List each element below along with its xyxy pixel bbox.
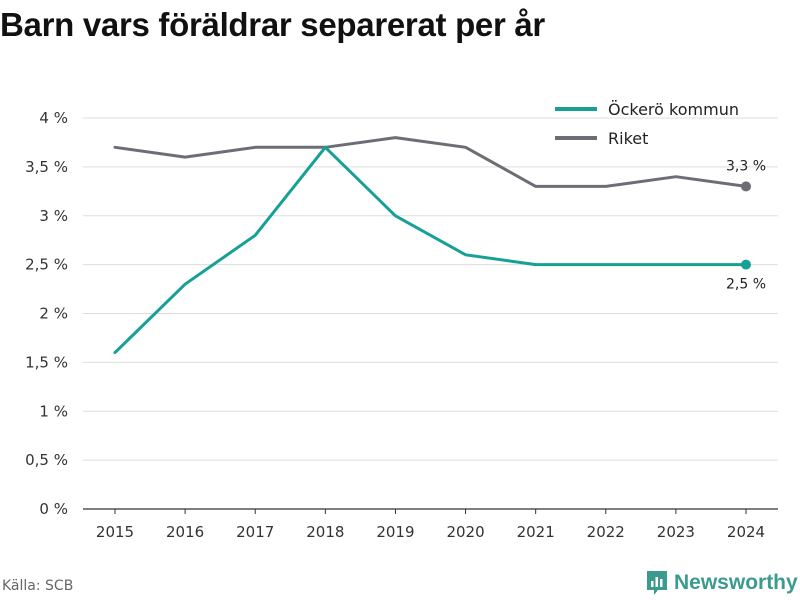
series-end-point (741, 181, 751, 191)
brand-logo: Newsworthy (646, 570, 798, 596)
series-end-point (741, 260, 751, 270)
line-chart: 0 % 0,5 % 1 % 1,5 % 2 % 2,5 % 3 % 3,5 % 4 % 2015… (0, 0, 800, 600)
y-tick-label: 1 % (39, 402, 68, 420)
legend-label: Riket (608, 129, 648, 148)
grid-lines (83, 118, 778, 460)
x-tick-label: 2015 (96, 523, 134, 541)
x-axis: 2015 2016 2017 2018 2019 2020 2021 2022 2023 2024 (83, 509, 778, 541)
x-tick-label: 2022 (587, 523, 625, 541)
y-tick-label: 3,5 % (25, 158, 68, 176)
series-end-label: 2,5 % (726, 277, 766, 293)
y-tick-label: 0,5 % (25, 451, 68, 469)
y-axis: 0 % 0,5 % 1 % 1,5 % 2 % 2,5 % 3 % 3,5 % 4 % (25, 109, 68, 518)
y-tick-label: 3 % (39, 207, 68, 225)
newsworthy-logo-icon (646, 570, 668, 596)
source-note: Källa: SCB (2, 578, 73, 594)
x-tick-label: 2023 (657, 523, 695, 541)
series-line-ockero (115, 147, 746, 352)
series-line-riket (115, 138, 746, 187)
x-tick-label: 2021 (517, 523, 555, 541)
x-tick-label: 2018 (306, 523, 344, 541)
y-tick-label: 4 % (39, 109, 68, 127)
legend-label: Öckerö kommun (608, 100, 739, 119)
series-lines: 3,3 % 2,5 % (115, 138, 766, 353)
x-tick-label: 2017 (236, 523, 274, 541)
x-tick-label: 2020 (446, 523, 484, 541)
x-tick-label: 2016 (166, 523, 204, 541)
legend: Öckerö kommun Riket (555, 100, 739, 148)
y-tick-label: 1,5 % (25, 353, 68, 371)
x-tick-label: 2019 (376, 523, 414, 541)
x-tick-label: 2024 (727, 523, 765, 541)
y-tick-label: 2 % (39, 305, 68, 323)
y-tick-label: 0 % (39, 500, 68, 518)
series-end-label: 3,3 % (726, 158, 766, 174)
y-tick-label: 2,5 % (25, 256, 68, 274)
brand-name: Newsworthy (674, 571, 798, 595)
